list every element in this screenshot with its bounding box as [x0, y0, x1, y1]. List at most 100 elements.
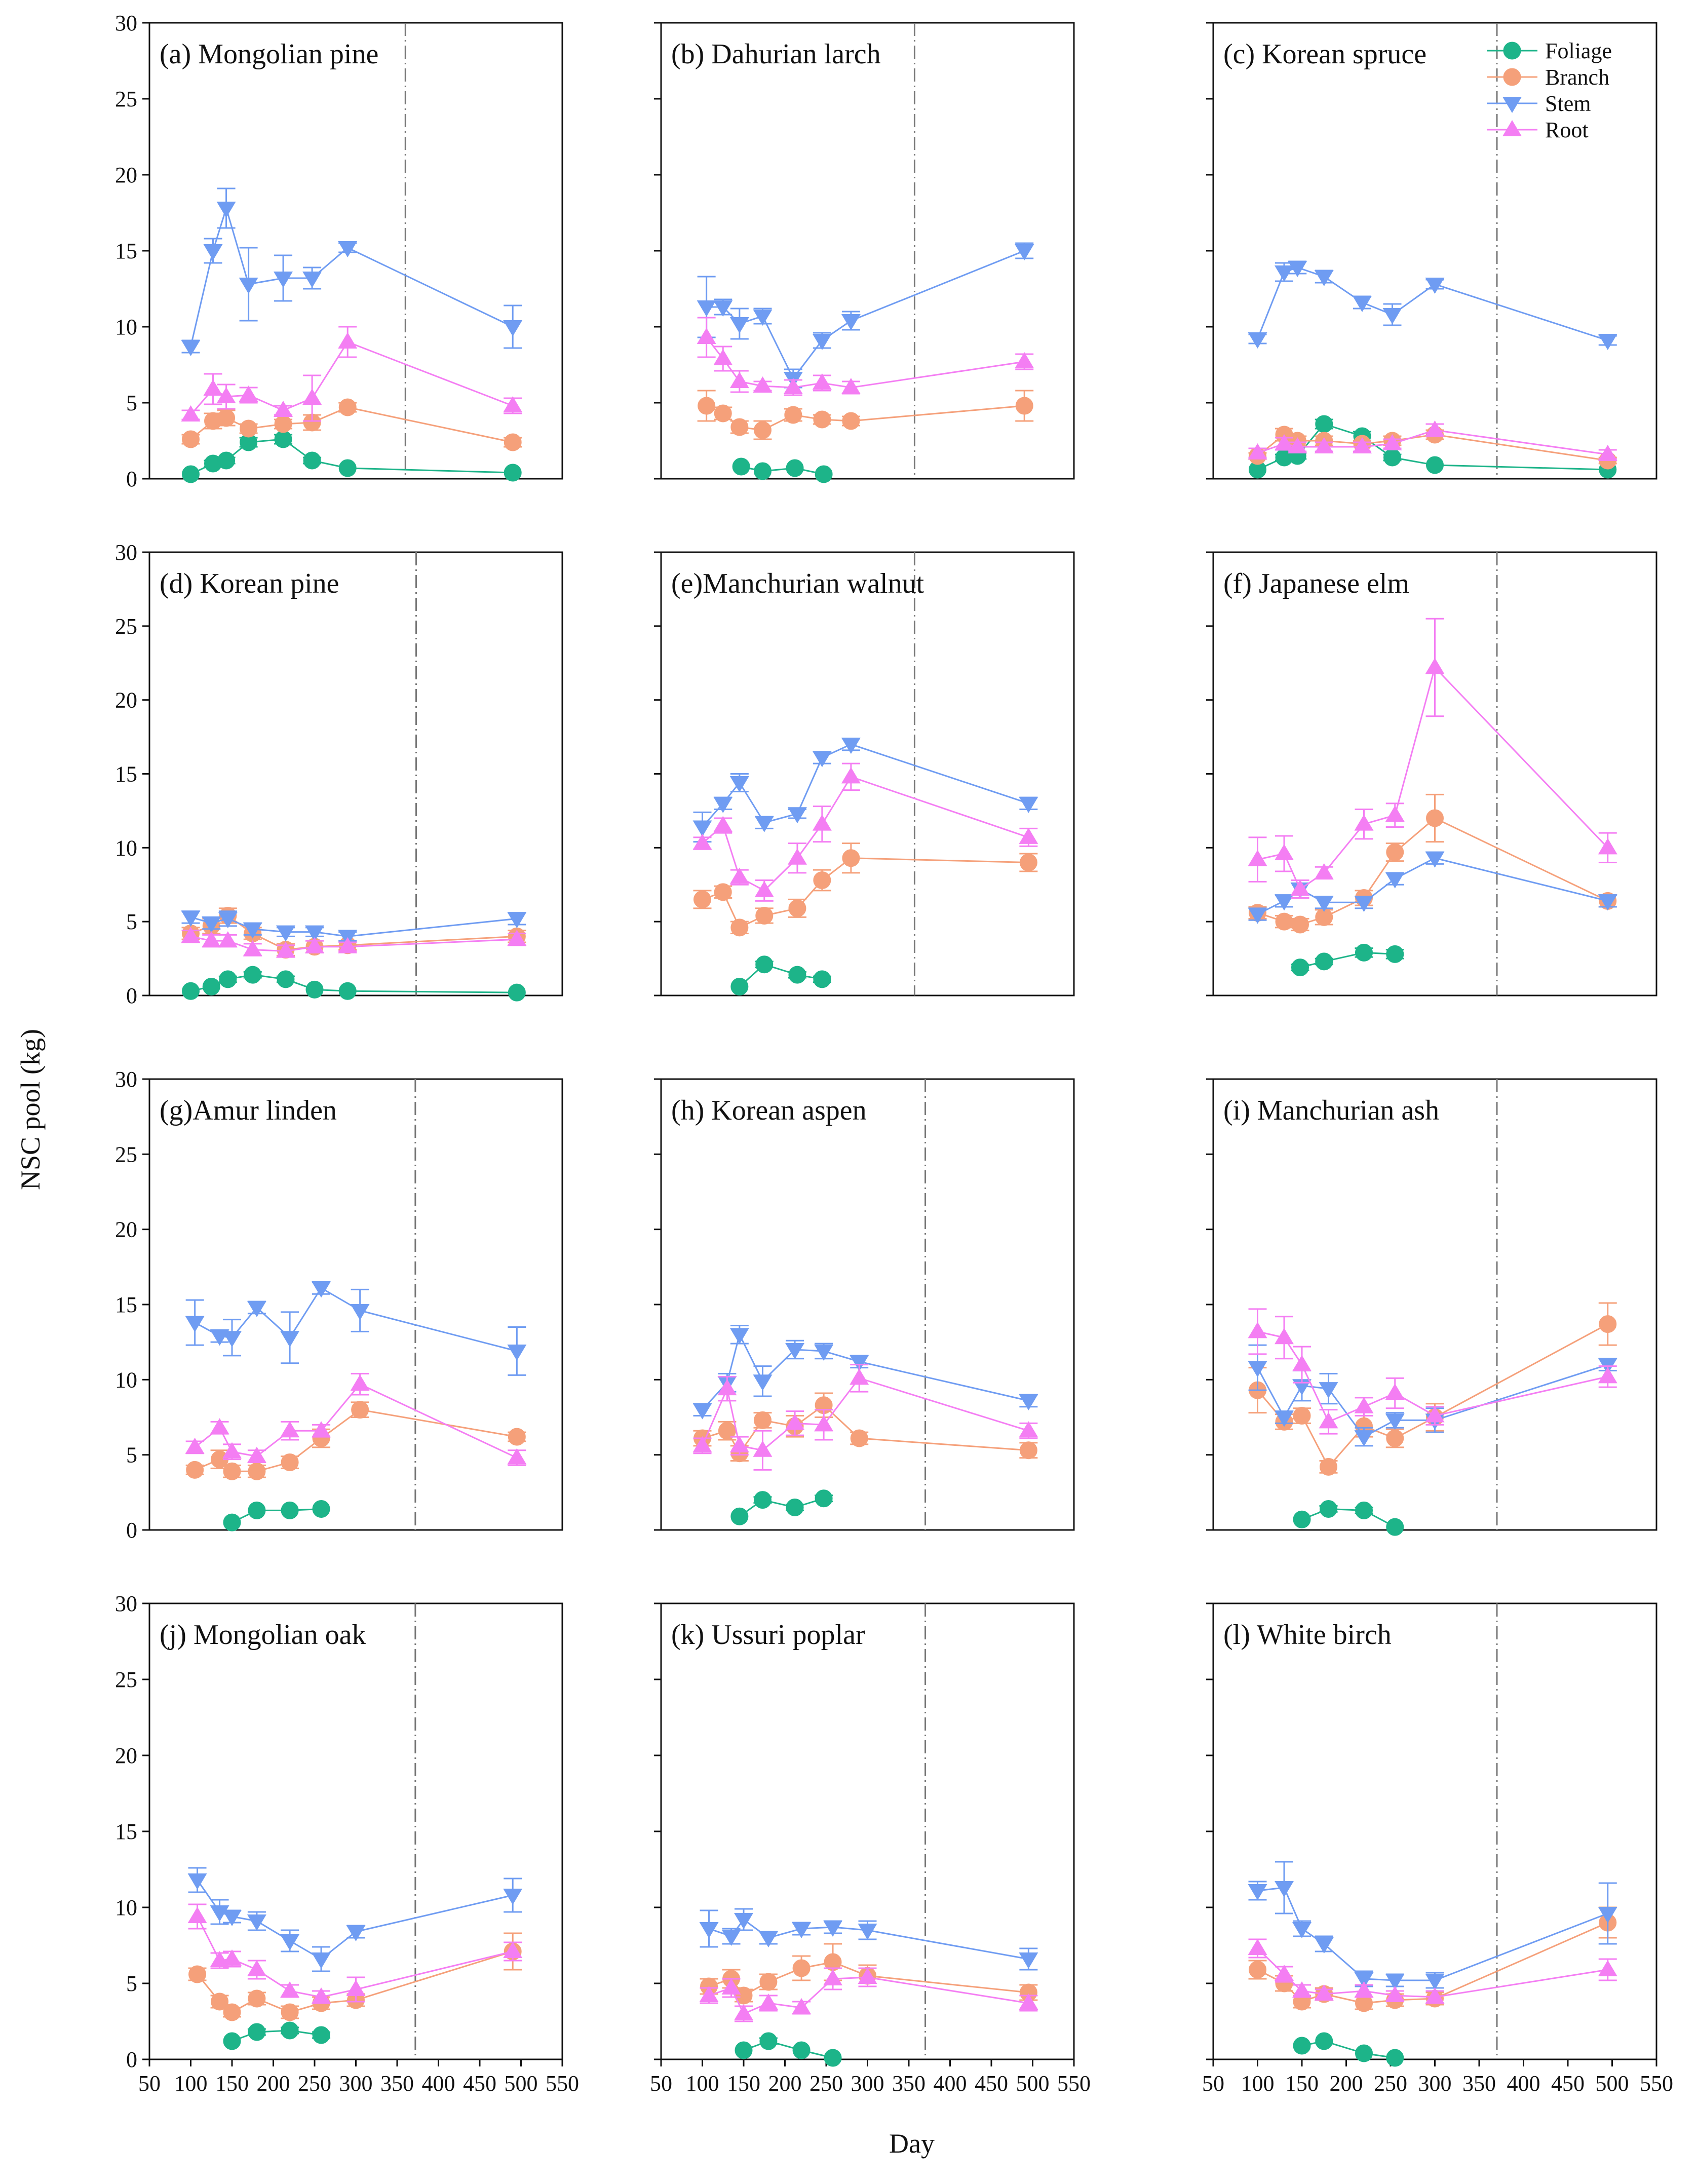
panel-i: (i) Manchurian ash	[1206, 1078, 1657, 1536]
data-point-foliage	[1293, 2037, 1311, 2055]
data-point-root	[812, 814, 832, 831]
series-root	[692, 762, 1038, 902]
panel-b: (b) Dahurian larch	[654, 22, 1075, 483]
series-root	[697, 317, 1034, 396]
y-tick-label: 10	[115, 315, 137, 339]
data-point-branch	[223, 1462, 241, 1480]
data-point-root	[729, 372, 749, 388]
data-point-stem	[1354, 1430, 1374, 1447]
x-tick-label: 550	[1057, 2071, 1091, 2096]
data-point-root	[222, 1949, 242, 1966]
series-root	[699, 1967, 1038, 2022]
data-point-root	[1292, 1355, 1312, 1371]
data-point-foliage	[281, 1501, 299, 1519]
data-point-stem	[1275, 1881, 1294, 1897]
data-point-foliage	[788, 966, 806, 984]
data-point-stem	[823, 1921, 843, 1937]
data-point-stem	[729, 1328, 749, 1345]
data-point-foliage	[1386, 2049, 1404, 2067]
data-point-branch	[1386, 843, 1404, 861]
y-tick-label: 0	[126, 467, 137, 491]
data-point-stem	[312, 1281, 331, 1298]
x-tick-label: 100	[1241, 2071, 1275, 2096]
panel-g: 0 5 10 15 20 25 30 (g)Amur linden	[115, 1067, 563, 1543]
data-point-branch	[1599, 1315, 1617, 1333]
panel-frame	[660, 551, 1075, 997]
data-point-branch	[792, 1959, 811, 1977]
data-point-foliage	[312, 1500, 330, 1518]
panel-title: (l) White birch	[1223, 1619, 1392, 1651]
series-line	[743, 2040, 833, 2059]
series-line	[1301, 1508, 1396, 1528]
data-point-root	[1598, 445, 1617, 461]
data-point-foliage	[1320, 1500, 1337, 1518]
data-point-foliage	[182, 982, 200, 1000]
x-tick-label: 300	[851, 2071, 884, 2096]
data-point-stem	[280, 1934, 300, 1950]
data-point-stem	[247, 1300, 266, 1317]
data-point-root	[785, 1413, 805, 1430]
panel-frame	[1212, 1078, 1657, 1531]
data-point-foliage	[753, 462, 772, 480]
data-point-branch	[1291, 915, 1309, 934]
data-point-stem	[1385, 1974, 1405, 1990]
series-line	[197, 1880, 513, 1960]
data-point-root	[850, 1368, 869, 1385]
data-point-stem	[1275, 1410, 1294, 1427]
legend-marker-root	[1502, 120, 1522, 136]
data-point-root	[717, 1379, 737, 1396]
data-point-stem	[181, 910, 201, 927]
data-point-stem	[1385, 872, 1405, 889]
y-tick-label: 30	[115, 1067, 137, 1092]
data-point-root	[713, 349, 733, 365]
data-point-stem	[812, 751, 832, 768]
series-stem	[187, 1867, 523, 1972]
data-point-foliage	[182, 465, 200, 483]
y-tick-label: 15	[115, 1819, 137, 1844]
data-point-root	[338, 332, 358, 349]
data-point-root	[507, 1448, 527, 1465]
data-point-stem	[1353, 296, 1372, 312]
data-point-root	[1425, 1987, 1445, 2004]
data-point-stem	[1015, 244, 1034, 260]
data-point-branch	[211, 1993, 229, 2011]
data-point-foliage	[730, 978, 749, 995]
series-foliage	[735, 2032, 842, 2067]
y-tick-label: 30	[115, 1591, 137, 1616]
data-point-root	[1015, 352, 1034, 368]
x-tick-label: 400	[422, 2071, 455, 2096]
data-point-root	[185, 1437, 205, 1454]
series-line	[706, 250, 1025, 380]
legend-label: Branch	[1545, 65, 1609, 90]
data-point-foliage	[223, 2032, 241, 2050]
y-tick-label: 25	[115, 1142, 137, 1167]
series-stem	[185, 1281, 527, 1376]
series-line	[702, 743, 1029, 828]
panel-e: (e)Manchurian walnut	[654, 551, 1075, 997]
data-point-branch	[248, 1462, 266, 1480]
series-line	[232, 1508, 322, 1523]
data-point-stem	[713, 300, 733, 317]
data-point-foliage	[755, 955, 774, 974]
series-line	[702, 776, 1029, 892]
data-point-stem	[1314, 1937, 1334, 1953]
data-point-stem	[239, 278, 258, 294]
data-point-root	[222, 1442, 242, 1459]
panel-c: (c) Korean spruce	[1206, 22, 1657, 480]
data-point-root	[1290, 879, 1310, 896]
data-point-stem	[305, 925, 324, 942]
data-point-branch	[217, 409, 236, 427]
series-line	[190, 205, 513, 347]
data-point-stem	[243, 922, 262, 939]
data-point-foliage	[792, 2041, 811, 2059]
data-point-stem	[1275, 265, 1294, 282]
y-tick-label: 30	[115, 11, 137, 35]
data-point-stem	[222, 1910, 242, 1926]
data-point-root	[1275, 1328, 1294, 1345]
data-point-stem	[503, 1889, 523, 1905]
series-line	[702, 1332, 1029, 1410]
data-point-stem	[814, 1344, 834, 1361]
y-tick-label: 20	[115, 688, 137, 713]
x-tick-label: 500	[505, 2071, 538, 2096]
data-point-branch	[730, 918, 749, 937]
